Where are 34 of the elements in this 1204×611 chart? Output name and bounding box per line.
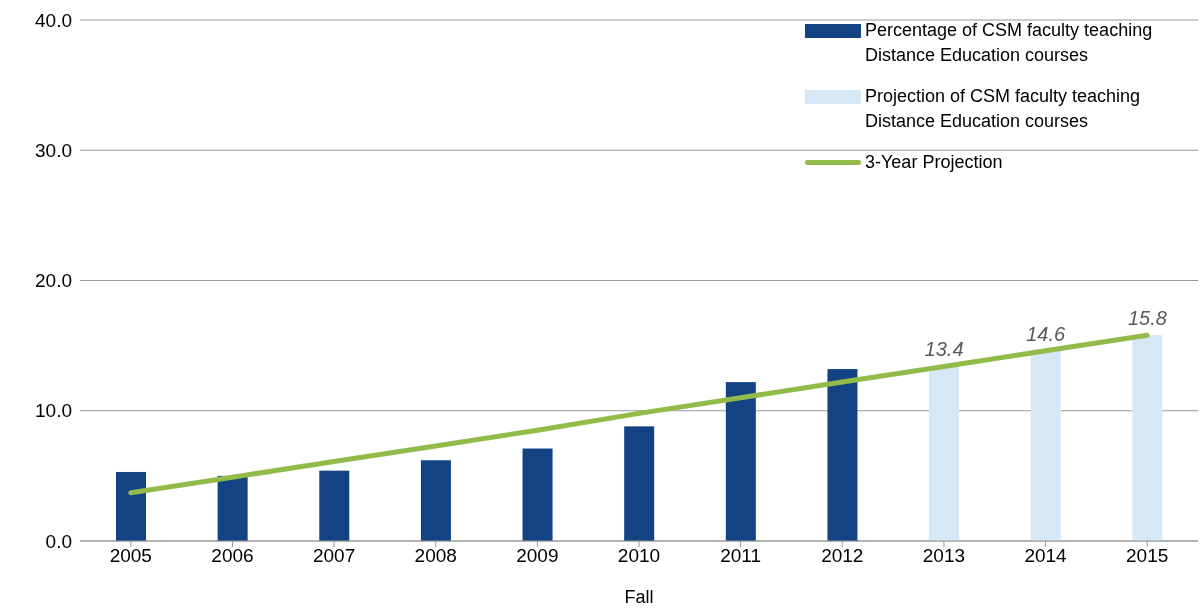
x-tick-label: 2006 [211,545,254,567]
x-tick-label: 2012 [821,545,864,567]
data-label: 13.4 [924,338,964,361]
y-tick-label: 20.0 [35,270,72,292]
bar [319,470,350,541]
bar [420,460,451,541]
data-label: 15.8 [1127,307,1167,330]
data-label: 14.6 [1026,322,1067,345]
bar [1132,335,1163,541]
legend-label: Projection of CSM faculty teaching Distance Education courses [865,85,1142,133]
x-tick-label: 2005 [109,545,152,567]
bar [116,471,146,541]
x-tick-label: 2007 [312,545,356,567]
x-tick-label: 2015 [1126,545,1169,567]
x-tick-label: 2011 [720,545,762,567]
x-tick-label: 2010 [617,545,661,567]
legend-label: Percentage of CSM faculty teaching Distance Education courses [865,19,1154,67]
x-tick-label: 2013 [922,545,966,567]
legend-label: 3-Year Projection [865,151,1003,174]
x-tick-label: 2009 [516,545,559,567]
y-tick-label: 30.0 [35,139,72,161]
y-tick-label: 40.0 [35,9,72,31]
x-tick-label: 2014 [1024,545,1068,567]
bar [624,426,655,541]
bar [522,448,553,541]
bar [725,382,756,541]
bar [1030,350,1061,541]
y-tick-label: 10.0 [35,400,72,422]
bar [217,475,248,541]
bar [929,366,960,541]
x-axis-title: Fall [624,587,654,607]
bar [827,369,858,541]
x-tick-label: 2008 [414,545,457,567]
y-tick-label: 0.0 [45,530,72,552]
